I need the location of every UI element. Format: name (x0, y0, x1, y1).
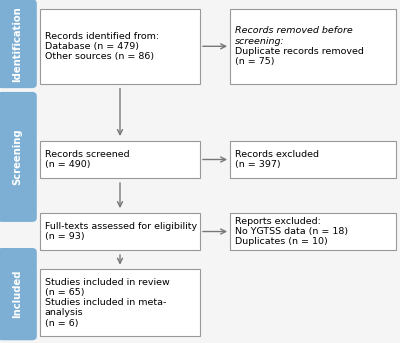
FancyBboxPatch shape (0, 92, 37, 222)
Text: Records identified from:: Records identified from: (45, 32, 159, 40)
Text: (n = 75): (n = 75) (235, 57, 274, 66)
Text: Records excluded: Records excluded (235, 150, 319, 159)
Text: Duplicates (n = 10): Duplicates (n = 10) (235, 237, 328, 246)
Text: No YGTSS data (n = 18): No YGTSS data (n = 18) (235, 227, 348, 236)
FancyBboxPatch shape (230, 9, 396, 84)
Text: Duplicate records removed: Duplicate records removed (235, 47, 364, 56)
Text: Screening: Screening (12, 129, 22, 185)
Text: (n = 490): (n = 490) (45, 160, 90, 169)
Text: (n = 6): (n = 6) (45, 319, 78, 328)
Text: Studies included in review: Studies included in review (45, 277, 170, 287)
Text: analysis: analysis (45, 308, 84, 318)
Text: Identification: Identification (12, 6, 22, 82)
Text: (n = 65): (n = 65) (45, 288, 84, 297)
Text: Records screened: Records screened (45, 150, 130, 159)
FancyBboxPatch shape (40, 213, 200, 250)
Text: screening:: screening: (235, 37, 284, 46)
FancyBboxPatch shape (0, 248, 37, 340)
Text: Records removed before: Records removed before (235, 26, 352, 35)
FancyBboxPatch shape (230, 213, 396, 250)
Text: (n = 93): (n = 93) (45, 232, 84, 241)
FancyBboxPatch shape (40, 269, 200, 336)
Text: Full-texts assessed for eligibility: Full-texts assessed for eligibility (45, 222, 197, 231)
FancyBboxPatch shape (230, 141, 396, 178)
Text: Studies included in meta-: Studies included in meta- (45, 298, 166, 307)
Text: (n = 397): (n = 397) (235, 160, 280, 169)
FancyBboxPatch shape (40, 141, 200, 178)
Text: Database (n = 479): Database (n = 479) (45, 42, 139, 51)
Text: Other sources (n = 86): Other sources (n = 86) (45, 52, 154, 61)
Text: Included: Included (12, 270, 22, 318)
FancyBboxPatch shape (0, 0, 37, 88)
Text: Reports excluded:: Reports excluded: (235, 217, 321, 226)
FancyBboxPatch shape (40, 9, 200, 84)
